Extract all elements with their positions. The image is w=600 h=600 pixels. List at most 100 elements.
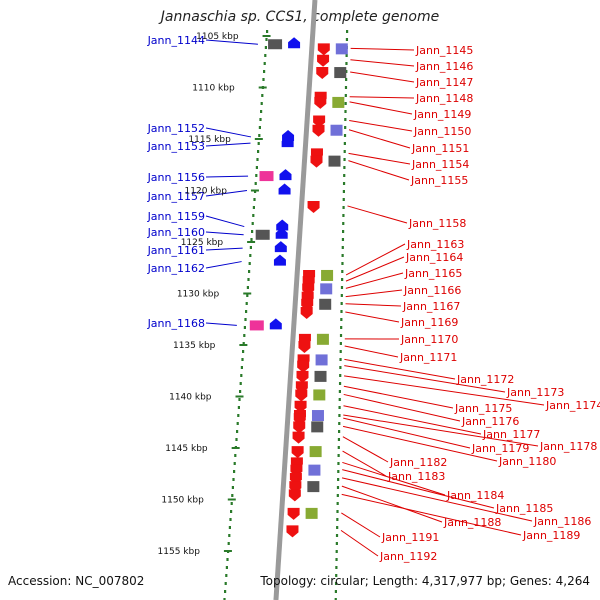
scale-dot <box>254 182 257 185</box>
forward-gene-arrow <box>313 115 326 128</box>
scale-dot <box>341 246 344 249</box>
scale-dot <box>249 246 252 249</box>
forward-gene-arrow <box>316 67 329 80</box>
leader-line <box>205 142 251 147</box>
forward-gene-arrow <box>296 370 309 383</box>
scale-dot <box>243 334 246 337</box>
scale-dot <box>337 438 341 441</box>
scale-dot <box>341 254 344 257</box>
scale-dot <box>253 198 256 201</box>
scale-dot <box>245 310 248 313</box>
gene-label-right: Jann_1149 <box>413 108 471 121</box>
gene-label-right: Jann_1164 <box>405 251 463 264</box>
forward-gene-arrow <box>293 421 306 434</box>
gene-label-right: Jann_1177 <box>482 428 540 441</box>
scale-dot <box>344 102 347 105</box>
scale-tick-label: 1145 kbp <box>165 444 208 454</box>
gene-block <box>305 507 318 519</box>
scale-dot <box>242 342 245 345</box>
reverse-gene-arrow <box>288 37 301 49</box>
gene-block <box>321 269 334 281</box>
gene-label-right: Jann_1188 <box>443 516 501 529</box>
scale-dot <box>248 262 251 265</box>
gene-block <box>313 389 326 401</box>
scale-dot <box>258 126 261 129</box>
scale-dot <box>223 598 226 600</box>
leader-line <box>349 101 413 115</box>
scale-dot <box>336 518 339 521</box>
map-title: Jannaschia sp. CCS1, complete genome <box>160 9 440 25</box>
scale-dot <box>251 222 254 225</box>
leader-line <box>205 231 244 236</box>
scale-dot <box>227 542 230 545</box>
leader-line <box>341 512 381 538</box>
scale-dot <box>338 398 341 401</box>
leader-line <box>343 405 482 435</box>
scale-tick-label: 1155 kbp <box>158 547 201 557</box>
scale-dot <box>336 486 340 489</box>
scale-dot <box>257 150 260 153</box>
scale-dot <box>240 374 243 377</box>
forward-gene-arrow <box>307 200 320 213</box>
scale-dot <box>246 294 249 297</box>
scale-dot <box>342 182 346 185</box>
scale-dot <box>247 278 250 281</box>
gene-block <box>307 481 320 493</box>
scale-dot <box>346 30 349 33</box>
gene-label-right: Jann_1151 <box>411 142 469 155</box>
scale-dot <box>335 542 338 545</box>
scale-tick-label: 1140 kbp <box>169 393 212 403</box>
gene-label-right: Jann_1155 <box>410 174 468 187</box>
scale-dot <box>344 86 348 89</box>
scale-dot <box>342 206 345 209</box>
gene-block <box>315 354 328 366</box>
leader-line <box>341 485 443 523</box>
gene-label-right: Jann_1192 <box>379 550 437 563</box>
scale-dot <box>336 494 339 497</box>
scale-dot <box>339 350 342 353</box>
gene-block <box>255 229 270 240</box>
backbone-line <box>273 0 318 600</box>
scale-dot <box>250 238 253 241</box>
gene-block <box>259 171 274 182</box>
gene-label-right: Jann_1171 <box>399 351 457 364</box>
scale-dot <box>338 390 341 393</box>
scale-dot <box>337 470 340 473</box>
scale-dot <box>235 438 238 441</box>
scale-dot <box>344 110 347 113</box>
leader-line <box>343 385 454 409</box>
leader-line <box>343 414 539 447</box>
scale-dot <box>242 350 245 353</box>
reverse-gene-arrow <box>282 129 295 141</box>
leader-line <box>205 261 242 269</box>
gene-block <box>320 283 333 295</box>
scale-dot <box>246 286 249 289</box>
leader-line <box>341 477 533 522</box>
gene-label-right: Jann_1184 <box>446 489 504 502</box>
topology-text: Topology: circular; Length: 4,317,977 bp… <box>260 574 590 588</box>
scale-dot <box>339 334 343 337</box>
scale-dot <box>237 406 240 409</box>
forward-gene-arrow <box>297 360 310 373</box>
scale-dot <box>236 422 239 425</box>
scale-dot <box>260 110 263 113</box>
gene-label-right: Jann_1163 <box>406 238 464 251</box>
gene-block <box>311 421 324 433</box>
scale-dot <box>255 174 258 177</box>
scale-dot <box>343 158 346 161</box>
forward-gene-arrow <box>286 525 299 538</box>
leader-line <box>205 190 248 197</box>
scale-tick-label: 1115 kbp <box>188 135 231 145</box>
gene-block <box>309 446 322 458</box>
leader-line <box>345 243 406 276</box>
reverse-gene-arrow <box>273 254 286 266</box>
gene-label-right: Jann_1182 <box>389 456 447 469</box>
forward-gene-arrow <box>287 507 300 520</box>
leader-line <box>344 345 399 358</box>
leader-line <box>205 127 252 138</box>
scale-dot <box>343 166 346 169</box>
gene-label-right: Jann_1148 <box>415 92 473 105</box>
scale-dot <box>256 158 259 161</box>
scale-dot <box>345 62 348 65</box>
leader-line <box>205 322 237 326</box>
